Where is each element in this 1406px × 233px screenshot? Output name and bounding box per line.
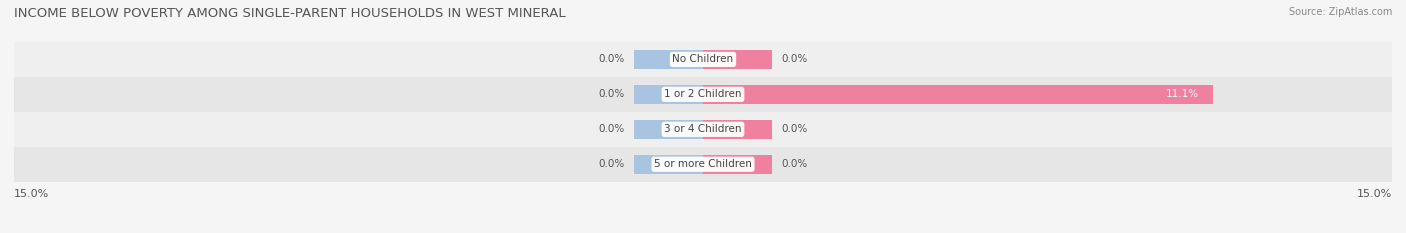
Bar: [14, 42, 1392, 77]
Text: 1 or 2 Children: 1 or 2 Children: [664, 89, 742, 99]
Bar: [634, 120, 703, 139]
Text: 5 or more Children: 5 or more Children: [654, 159, 752, 169]
Bar: [703, 85, 1213, 104]
Bar: [703, 50, 772, 69]
Bar: [14, 77, 1392, 112]
Bar: [703, 120, 772, 139]
Text: 0.0%: 0.0%: [599, 159, 624, 169]
Bar: [14, 147, 1392, 182]
Text: Source: ZipAtlas.com: Source: ZipAtlas.com: [1288, 7, 1392, 17]
Text: 0.0%: 0.0%: [599, 124, 624, 134]
Text: 0.0%: 0.0%: [599, 55, 624, 64]
Text: 3 or 4 Children: 3 or 4 Children: [664, 124, 742, 134]
Text: 0.0%: 0.0%: [782, 159, 807, 169]
Text: No Children: No Children: [672, 55, 734, 64]
Text: 15.0%: 15.0%: [14, 189, 49, 199]
Text: INCOME BELOW POVERTY AMONG SINGLE-PARENT HOUSEHOLDS IN WEST MINERAL: INCOME BELOW POVERTY AMONG SINGLE-PARENT…: [14, 7, 565, 20]
Text: 11.1%: 11.1%: [1166, 89, 1199, 99]
Bar: [703, 155, 772, 174]
Text: 15.0%: 15.0%: [1357, 189, 1392, 199]
Bar: [634, 155, 703, 174]
Bar: [14, 112, 1392, 147]
Text: 0.0%: 0.0%: [782, 55, 807, 64]
Bar: [634, 85, 703, 104]
Text: 0.0%: 0.0%: [599, 89, 624, 99]
Text: 0.0%: 0.0%: [782, 124, 807, 134]
Bar: [634, 50, 703, 69]
